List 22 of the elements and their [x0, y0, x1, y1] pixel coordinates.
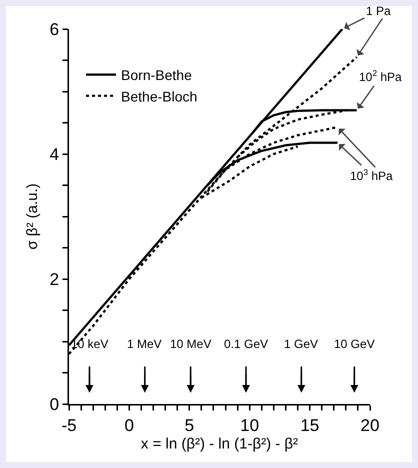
- annotation: 10$^{3}$ hPa: [350, 167, 394, 184]
- x-tick-label: 5: [184, 416, 194, 435]
- annotation: 10$^{2}$ hPa: [359, 68, 402, 84]
- y-tick-label: 0: [50, 394, 60, 414]
- ref-line-label: 10 MeV: [170, 337, 212, 351]
- x-tick-label: 0: [124, 416, 134, 435]
- y-tick-label: 2: [50, 270, 60, 289]
- x-tick-label: 10: [240, 416, 260, 435]
- y-tick-label: 6: [50, 20, 60, 39]
- ref-line-label: 1 GeV: [284, 337, 318, 351]
- ref-line-label: 1 MeV: [127, 337, 162, 351]
- x-tick-label: 15: [300, 416, 320, 435]
- legend-label: Born-Bethe: [121, 67, 192, 84]
- annotation: 1 Pa: [366, 4, 392, 18]
- x-tick-label: 20: [360, 416, 380, 435]
- y-axis-title: σ β² (a.u.): [24, 183, 42, 250]
- x-tick-label: -5: [61, 416, 77, 435]
- ref-line-label: 0.1 GeV: [224, 337, 268, 351]
- legend-label: Bethe-Bloch: [121, 88, 198, 104]
- y-tick-label: 4: [50, 144, 60, 164]
- ref-line-label: 10 GeV: [334, 337, 375, 351]
- x-axis-title: x = ln (β²) - ln (1-β²) - β²: [140, 436, 298, 453]
